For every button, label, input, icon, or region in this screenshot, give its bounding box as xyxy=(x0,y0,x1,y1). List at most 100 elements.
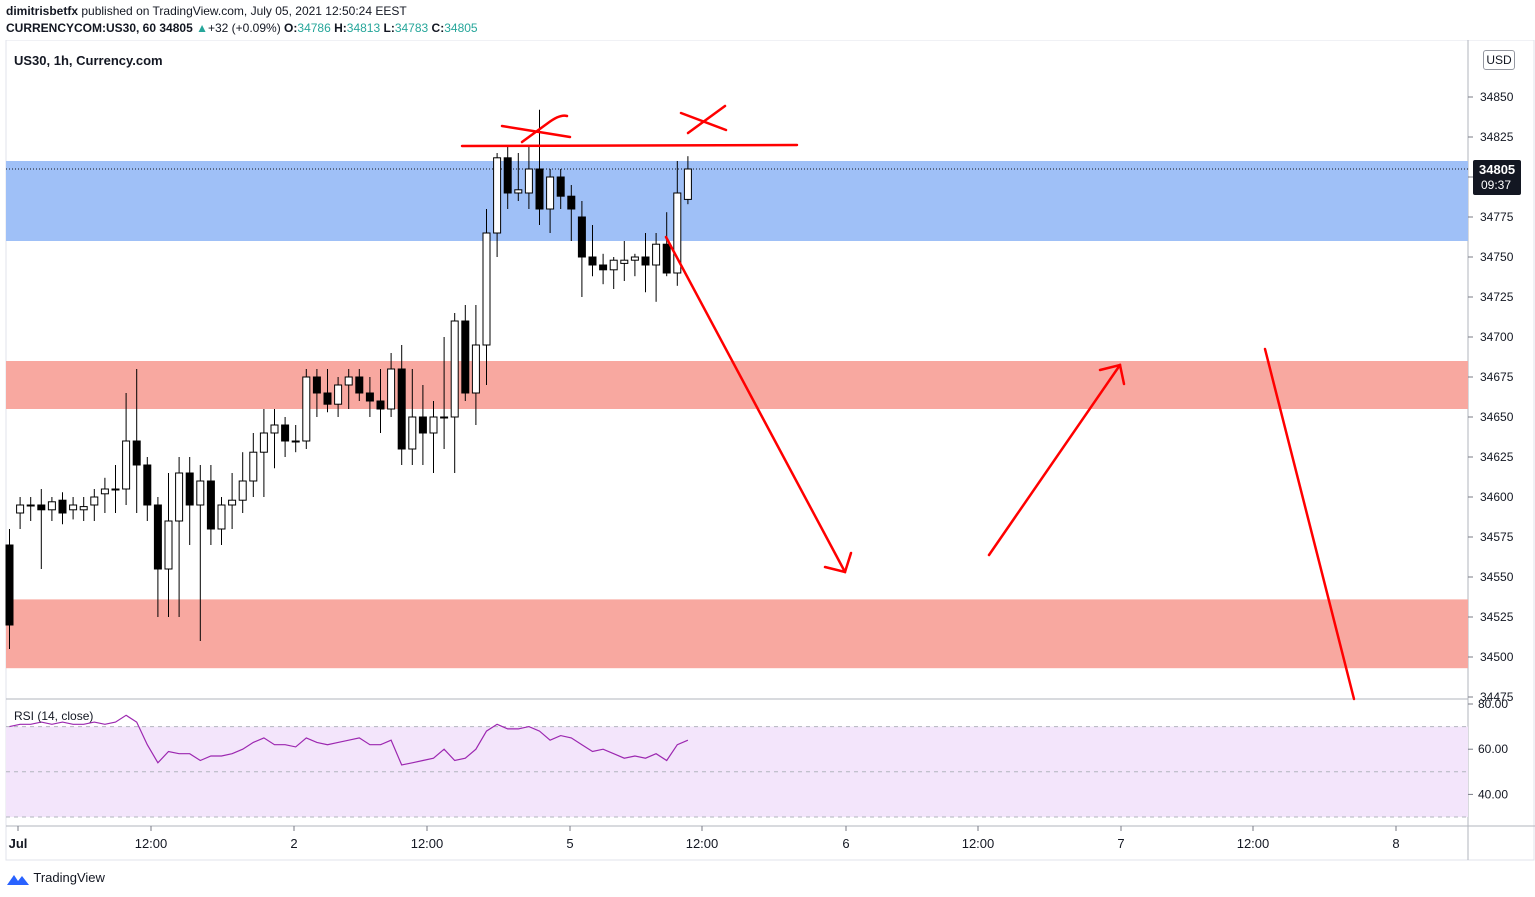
candle-body xyxy=(440,416,449,419)
arrow-down-1 xyxy=(664,235,847,574)
candle-body xyxy=(567,195,576,210)
time-tick-label: 7 xyxy=(1117,836,1124,851)
candle-body xyxy=(482,232,491,346)
price-tick-label: 34775 xyxy=(1480,210,1514,224)
price-tick-label: 34725 xyxy=(1480,290,1514,304)
low-label: L: xyxy=(383,21,395,35)
price-tag-countdown: 09:37 xyxy=(1481,178,1512,192)
candle-body xyxy=(471,344,480,394)
publisher-name[interactable]: dimitrisbetfx xyxy=(6,4,79,18)
time-tick-label: 12:00 xyxy=(411,836,444,851)
candle-body xyxy=(26,504,35,507)
candle-body xyxy=(588,256,597,266)
time-axis[interactable]: Jul 12:00 2 12:00 5 12:00 6 12:00 7 12:00 8 xyxy=(9,826,1400,851)
resistance-zone xyxy=(6,161,1468,241)
close-value: 34805 xyxy=(444,21,478,35)
candle-body xyxy=(143,464,152,506)
candle-body xyxy=(238,480,247,501)
candle-body xyxy=(641,256,650,266)
candle-body xyxy=(408,416,417,450)
candle-body xyxy=(577,216,586,258)
candle-body xyxy=(47,501,56,511)
low-value: 34783 xyxy=(394,21,429,35)
open-value: 34786 xyxy=(297,21,331,35)
price-change: +32 (+0.09%) xyxy=(207,21,281,35)
support-zone xyxy=(6,599,1468,669)
price-tick-label: 34650 xyxy=(1480,410,1514,424)
candle-body xyxy=(58,499,67,514)
rsi-tick-label: 60.00 xyxy=(1478,742,1508,756)
brand-label: TradingView xyxy=(33,870,105,885)
price-tick-label: 34475 xyxy=(1480,690,1514,704)
time-tick-label: 8 xyxy=(1392,836,1399,851)
time-tick-label: 12:00 xyxy=(1237,836,1270,851)
publish-info: dimitrisbetfx published on TradingView.c… xyxy=(6,4,407,18)
price-tag: 34805 09:37 xyxy=(1473,160,1521,195)
time-tick-label: 2 xyxy=(290,836,297,851)
candle-body xyxy=(69,504,78,511)
time-tick-label: 5 xyxy=(566,836,573,851)
currency-button[interactable]: USD xyxy=(1483,50,1515,70)
price-tick-label: 34625 xyxy=(1480,450,1514,464)
candle-body xyxy=(450,320,459,418)
candle-body xyxy=(90,496,99,506)
candle-body xyxy=(334,384,343,405)
candle-body xyxy=(662,243,671,274)
candle-body xyxy=(185,472,194,506)
candle-body xyxy=(620,259,629,264)
time-tick-label: 12:00 xyxy=(135,836,168,851)
candle-body xyxy=(153,504,162,570)
candle-body xyxy=(122,440,131,490)
candle-body xyxy=(217,504,226,530)
cross-mark-left xyxy=(500,114,572,144)
symbol-label: CURRENCYCOM:US30, 60 xyxy=(6,21,157,35)
rsi-title[interactable]: RSI (14, close) xyxy=(14,709,94,723)
candle-body xyxy=(673,192,682,274)
open-label: O: xyxy=(284,21,298,35)
arrow-head-up xyxy=(1098,363,1126,386)
candle-body xyxy=(175,472,184,522)
candles-layer xyxy=(5,109,692,649)
candle-body xyxy=(281,424,290,442)
time-tick-label: 12:00 xyxy=(962,836,995,851)
price-chart[interactable]: 3485034825348003477534750347253470034675… xyxy=(0,40,1535,862)
candle-body xyxy=(111,488,120,491)
candle-body xyxy=(599,264,608,271)
candle-body xyxy=(546,176,555,210)
price-tick-label: 34500 xyxy=(1480,650,1514,664)
high-value: 34813 xyxy=(346,21,381,35)
resistance-line xyxy=(460,143,799,148)
candle-body xyxy=(16,504,25,514)
candle-body xyxy=(387,368,396,410)
price-tick-label: 34675 xyxy=(1480,370,1514,384)
candle-body xyxy=(376,400,385,410)
time-tick-label: 6 xyxy=(842,836,849,851)
pane-title: US30, 1h, Currency.com xyxy=(14,53,163,68)
drawn-annotations xyxy=(460,104,1356,701)
candle-body xyxy=(514,189,523,194)
price-tick-label: 34600 xyxy=(1480,490,1514,504)
ohlc-legend: CURRENCYCOM:US30, 60 34805 ▲+32 (+0.09%)… xyxy=(6,21,478,35)
tradingview-brand[interactable]: TradingView xyxy=(6,870,105,886)
rsi-tick-label: 80.00 xyxy=(1478,697,1508,711)
high-label: H: xyxy=(334,21,347,35)
candle-body xyxy=(503,157,512,194)
time-tick-label: 12:00 xyxy=(686,836,719,851)
up-arrow-icon: ▲ xyxy=(196,21,208,35)
candle-body xyxy=(418,416,427,434)
candle-body xyxy=(524,168,533,194)
candle-body xyxy=(535,168,544,210)
candle-body xyxy=(37,504,46,511)
candle-body xyxy=(302,376,311,442)
price-tick-label: 34550 xyxy=(1480,570,1514,584)
price-tick-label: 34825 xyxy=(1480,130,1514,144)
candle-body xyxy=(323,392,332,405)
arrow-up xyxy=(987,363,1122,557)
candle-body xyxy=(259,432,268,453)
price-tick-label: 34700 xyxy=(1480,330,1514,344)
candle-body xyxy=(609,259,618,271)
time-tick-label: Jul xyxy=(9,836,28,851)
candle-body xyxy=(683,168,692,200)
candle-body xyxy=(249,451,258,482)
candle-body xyxy=(291,440,300,443)
